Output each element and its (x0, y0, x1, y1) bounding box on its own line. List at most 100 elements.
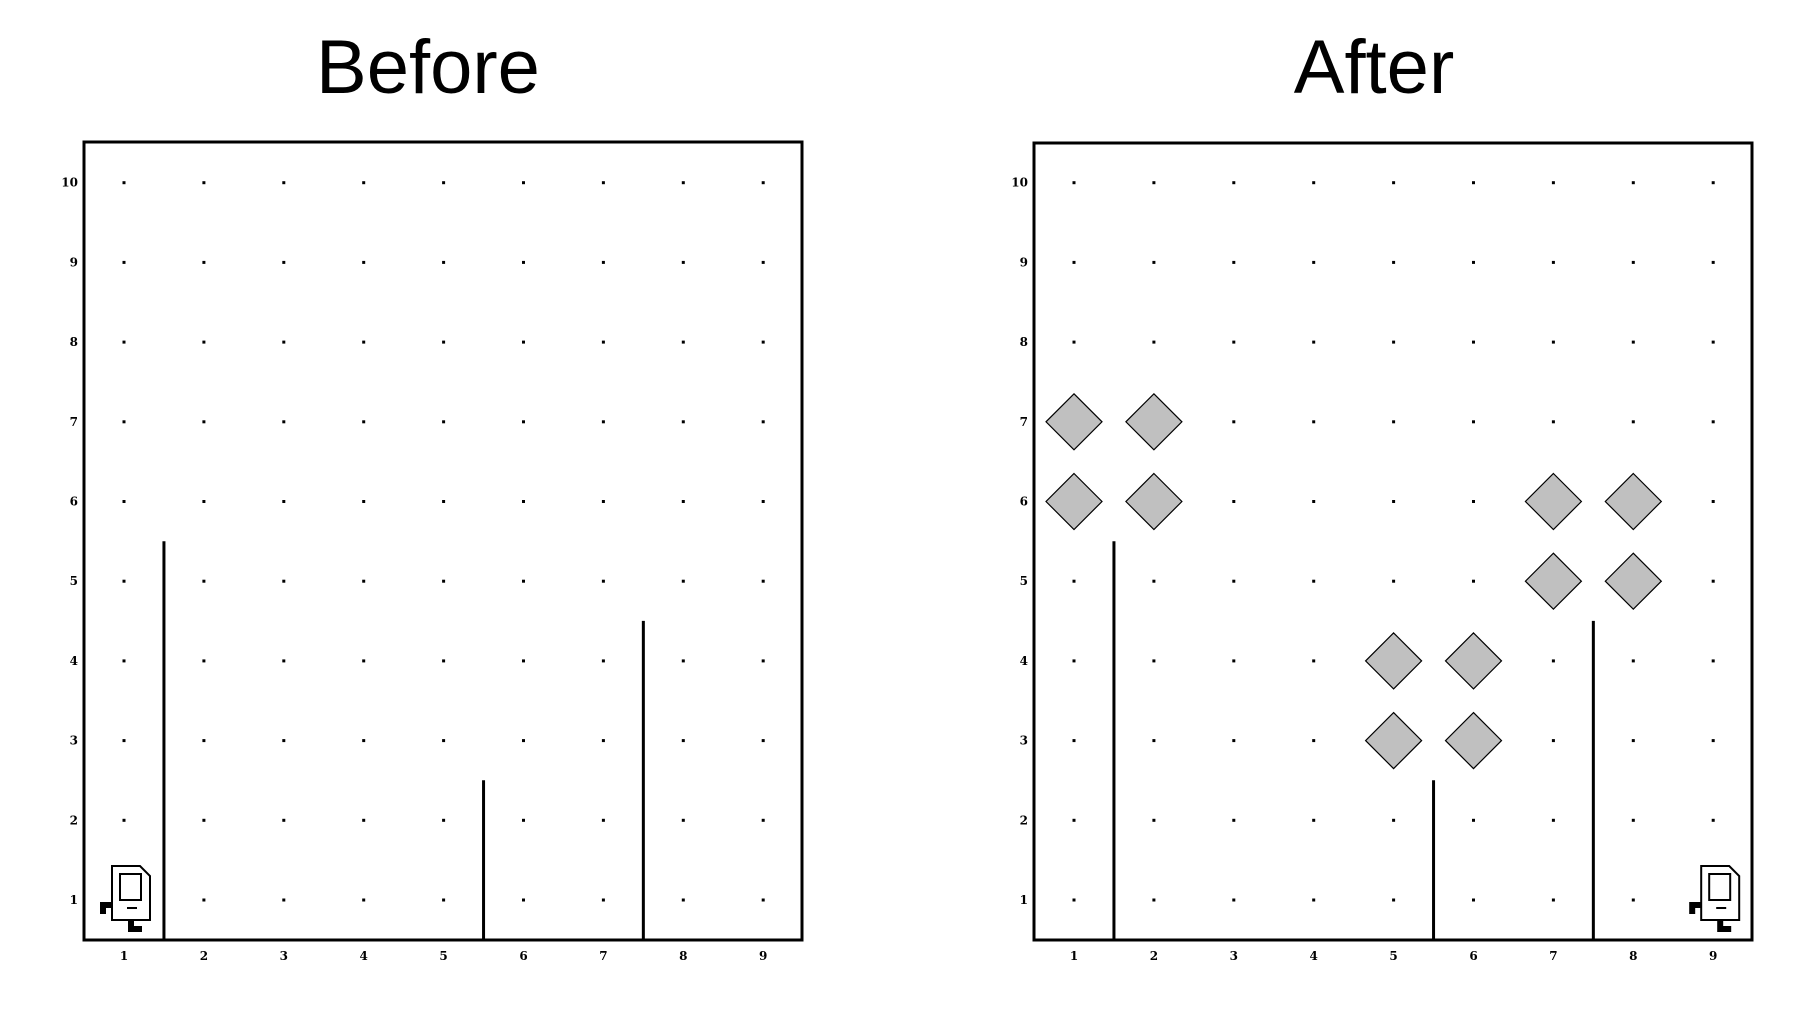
beeper (1364, 711, 1423, 770)
corner-dot (601, 898, 605, 902)
corner-dot (1711, 500, 1715, 503)
corner-dot (1551, 181, 1555, 185)
corner-dot (601, 500, 605, 503)
column-label: 9 (1709, 949, 1717, 963)
column-label: 4 (360, 949, 368, 963)
corner-dot (1472, 500, 1475, 503)
corner-dot (522, 181, 525, 185)
beeper (1364, 632, 1423, 690)
column-label: 2 (1150, 949, 1158, 963)
corner-dot (362, 659, 366, 663)
corner-dot (761, 260, 765, 264)
corner-dot (1152, 181, 1156, 185)
corner-dot (1711, 181, 1715, 185)
corner-dot (1472, 420, 1475, 424)
corner-dot (1631, 260, 1635, 264)
corner-dot (442, 579, 446, 583)
corner-dot (282, 181, 286, 185)
corner-dot (1631, 181, 1635, 185)
column-label: 1 (120, 949, 128, 963)
corner-dot (1152, 898, 1156, 902)
corner-dot (202, 340, 206, 344)
corner-dot (1472, 579, 1475, 583)
corner-dot (1631, 340, 1635, 344)
row-label: 8 (1020, 335, 1028, 349)
column-label: 7 (1549, 949, 1557, 963)
corner-dot (522, 659, 525, 663)
corner-dot (1232, 260, 1236, 264)
corner-dot (122, 340, 126, 344)
beeper (1444, 711, 1503, 770)
corner-dot (761, 500, 765, 503)
corner-dot (681, 579, 685, 583)
row-label: 5 (70, 574, 78, 588)
corner-dot (1072, 340, 1076, 344)
corner-dot (282, 739, 286, 743)
row-label: 7 (1020, 415, 1028, 429)
corner-dot (681, 260, 685, 264)
corner-dot (1232, 420, 1236, 424)
beeper (1125, 392, 1183, 451)
corner-dot (761, 659, 765, 663)
corner-dot (522, 420, 525, 424)
column-label: 8 (1629, 949, 1637, 963)
column-label: 6 (1469, 949, 1477, 963)
corner-dot (761, 898, 765, 902)
corner-dot (1711, 818, 1715, 822)
corner-dot (202, 181, 206, 185)
corner-dot (761, 818, 765, 822)
corner-dot (442, 818, 446, 822)
corner-dot (1551, 260, 1555, 264)
row-label: 4 (1020, 654, 1028, 668)
corner-dot (362, 181, 366, 185)
corner-dot (1312, 181, 1316, 185)
corner-dot (122, 739, 126, 743)
corner-dot (1711, 739, 1715, 743)
corner-dot (282, 500, 286, 503)
row-label: 9 (70, 255, 78, 269)
beeper (1604, 472, 1663, 531)
corner-dot (761, 579, 765, 583)
corner-dot (202, 500, 206, 503)
corner-dot (362, 898, 366, 902)
corner-dot (1152, 739, 1156, 743)
corner-dot (202, 420, 206, 424)
row-label: 6 (1020, 495, 1028, 509)
corner-dot (601, 659, 605, 663)
row-label: 4 (70, 654, 78, 668)
corner-dot (1631, 420, 1635, 424)
karel-robot-icon (100, 865, 151, 932)
corner-dot (1072, 898, 1076, 902)
corner-dot (681, 818, 685, 822)
after-title: After (1293, 25, 1455, 110)
corner-dot (282, 659, 286, 663)
corner-dot (1312, 898, 1316, 902)
corner-dot (282, 818, 286, 822)
world-frame (1032, 141, 1754, 942)
beeper (1125, 472, 1183, 531)
corner-dot (442, 420, 446, 424)
corner-dot (202, 739, 206, 743)
corner-dot (1711, 659, 1715, 663)
row-label: 9 (1020, 255, 1028, 269)
corner-dot (362, 340, 366, 344)
corner-dot (601, 579, 605, 583)
beeper (1045, 392, 1103, 451)
beeper (1524, 472, 1583, 531)
corner-dot (1312, 420, 1316, 424)
corner-dot (1152, 260, 1156, 264)
corner-dot (1392, 260, 1396, 264)
row-label: 3 (1020, 734, 1028, 748)
corner-dot (1312, 500, 1316, 503)
beeper (1045, 472, 1103, 531)
corner-dot (1312, 739, 1316, 743)
column-label: 2 (200, 949, 208, 963)
corner-dot (442, 500, 446, 503)
corner-dot (1152, 659, 1156, 663)
before-title: Before (316, 25, 540, 110)
corner-dot (681, 340, 685, 344)
corner-dot (601, 818, 605, 822)
corner-dot (1392, 340, 1396, 344)
column-label: 3 (1230, 949, 1238, 963)
